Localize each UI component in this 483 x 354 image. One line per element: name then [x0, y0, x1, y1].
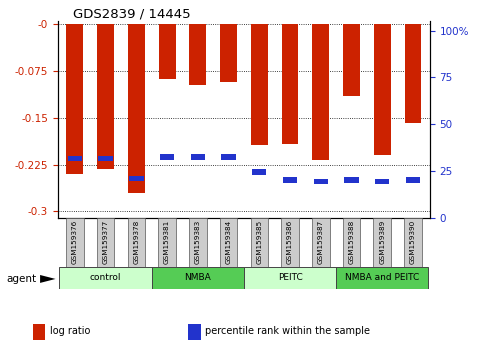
Text: GSM159378: GSM159378	[133, 219, 139, 264]
Bar	[373, 218, 391, 267]
Text: GSM159376: GSM159376	[72, 219, 78, 264]
Bar	[252, 169, 267, 175]
Bar	[129, 176, 143, 181]
Text: GSM159385: GSM159385	[256, 219, 262, 264]
Bar	[152, 267, 244, 289]
Text: percentile rank within the sample: percentile rank within the sample	[205, 326, 370, 336]
Text: agent: agent	[6, 274, 36, 284]
Polygon shape	[40, 275, 56, 283]
Bar	[158, 218, 176, 267]
Bar	[244, 267, 336, 289]
Bar	[251, 24, 268, 145]
Bar	[66, 218, 84, 267]
Bar	[374, 24, 391, 155]
Bar	[188, 324, 200, 340]
Bar	[405, 24, 421, 123]
Bar	[313, 24, 329, 160]
Text: GSM159384: GSM159384	[226, 219, 231, 264]
Bar	[33, 324, 45, 340]
Bar	[191, 154, 205, 160]
Text: GDS2839 / 14445: GDS2839 / 14445	[73, 7, 190, 20]
Bar	[128, 218, 145, 267]
Bar	[281, 218, 299, 267]
Bar	[404, 218, 422, 267]
Text: control: control	[90, 273, 121, 282]
Bar	[282, 24, 298, 144]
Text: PEITC: PEITC	[278, 273, 302, 282]
Bar	[283, 177, 297, 183]
Bar	[59, 267, 152, 289]
Bar	[343, 218, 360, 267]
Bar	[67, 24, 84, 174]
Text: NMBA and PEITC: NMBA and PEITC	[345, 273, 419, 282]
Text: GSM159383: GSM159383	[195, 219, 201, 264]
Text: NMBA: NMBA	[185, 273, 211, 282]
Text: GSM159389: GSM159389	[379, 219, 385, 264]
Bar	[344, 177, 359, 183]
Bar	[375, 179, 389, 184]
Bar	[343, 24, 360, 96]
Bar	[160, 154, 174, 160]
Bar	[220, 24, 237, 82]
Bar	[189, 218, 207, 267]
Bar	[97, 218, 114, 267]
Bar	[99, 156, 113, 161]
Bar	[336, 267, 428, 289]
Bar	[128, 24, 145, 193]
Text: GSM159390: GSM159390	[410, 219, 416, 264]
Text: GSM159387: GSM159387	[318, 219, 324, 264]
Bar	[97, 24, 114, 169]
Bar	[312, 218, 329, 267]
Text: log ratio: log ratio	[50, 326, 90, 336]
Bar	[158, 24, 175, 79]
Bar	[220, 218, 237, 267]
Text: GSM159381: GSM159381	[164, 219, 170, 264]
Text: GSM159386: GSM159386	[287, 219, 293, 264]
Bar	[189, 24, 206, 85]
Bar	[251, 218, 268, 267]
Bar	[68, 156, 82, 161]
Bar	[313, 179, 328, 184]
Text: GSM159388: GSM159388	[349, 219, 355, 264]
Text: GSM159377: GSM159377	[102, 219, 109, 264]
Bar	[406, 177, 420, 183]
Bar	[221, 154, 236, 160]
